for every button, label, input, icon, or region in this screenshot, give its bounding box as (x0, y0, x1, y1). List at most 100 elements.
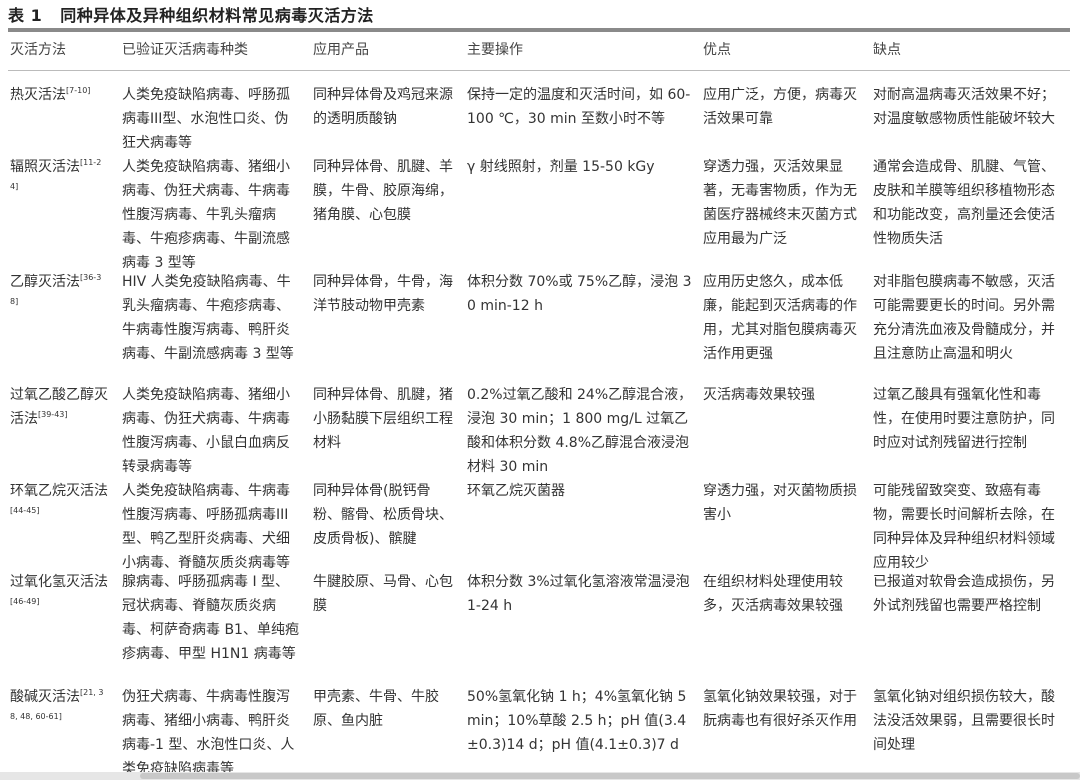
header-rule (8, 70, 1070, 71)
cell-products: 同种异体骨，牛骨，海洋节肢动物甲壳素 (313, 270, 458, 318)
pros-text: 应用历史悠久，成本低廉，能起到灭活病毒的作用，尤其对脂包膜病毒灭活作用更强 (703, 274, 857, 362)
pros-text: 氢氧化钠效果较强，对于朊病毒也有很好杀灭作用 (703, 689, 857, 729)
cell-operation: 0.2%过氧乙酸和 24%乙醇混合液，浸泡 30 min；1 800 mg/L … (467, 383, 693, 479)
viruses-text: 人类免疫缺陷病毒、牛病毒性腹泻病毒、呼肠孤病毒III型、鸭乙型肝炎病毒、犬细小病… (122, 483, 290, 571)
cell-pros: 穿透力强，对灭菌物质损害小 (703, 479, 859, 527)
reference-citation: [39-43] (38, 410, 68, 419)
cons-text: 过氧乙酸具有强氧化性和毒性，在使用时要注意防护，同时应对试剂残留进行控制 (873, 387, 1055, 451)
cell-operation: 体积分数 3%过氧化氢溶液常温浸泡 1-24 h (467, 570, 693, 618)
cell-operation: 保持一定的温度和灭活时间，如 60-100 ℃，30 min 至数小时不等 (467, 83, 693, 131)
reference-citation: [46-49] (10, 597, 40, 606)
cell-method: 酸碱灭活法[21, 38, 48, 60-61] (10, 685, 108, 733)
cell-viruses: 人类免疫缺陷病毒、牛病毒性腹泻病毒、呼肠孤病毒III型、鸭乙型肝炎病毒、犬细小病… (122, 479, 302, 575)
reference-citation: [21, 38, 48, 60-61] (10, 688, 104, 721)
operation-text: 0.2%过氧乙酸和 24%乙醇混合液，浸泡 30 min；1 800 mg/L … (467, 387, 693, 475)
viruses-text: 人类免疫缺陷病毒、猪细小病毒、伪狂犬病毒、牛病毒性腹泻病毒、小鼠白血病反转录病毒… (122, 387, 290, 475)
method-text: 酸碱灭活法 (10, 689, 80, 705)
cell-method: 环氧乙烷灭活法 [44-45] (10, 479, 108, 527)
products-text: 同种异体骨及鸡冠来源的透明质酸钠 (313, 87, 453, 127)
cell-viruses: HIV 人类免疫缺陷病毒、牛乳头瘤病毒、牛疱疹病毒、牛病毒性腹泻病毒、鸭肝炎病毒… (122, 270, 302, 366)
pros-text: 穿透力强，对灭菌物质损害小 (703, 483, 857, 523)
cell-pros: 应用广泛，方便，病毒灭活效果可靠 (703, 83, 859, 131)
cell-method: 过氧化氢灭活法 [46-49] (10, 570, 108, 618)
method-text: 热灭活法 (10, 87, 66, 103)
pros-text: 在组织材料处理使用较多，灭活病毒效果较强 (703, 574, 843, 614)
header-method: 灭活方法 (10, 42, 66, 58)
cell-operation: 环氧乙烷灭菌器 (467, 479, 693, 503)
cell-method: 热灭活法[7-10] (10, 83, 108, 107)
cell-cons: 通常会造成骨、肌腱、气管、皮肤和羊膜等组织移植物形态和功能改变，高剂量还会使活性… (873, 155, 1068, 251)
operation-text: 保持一定的温度和灭活时间，如 60-100 ℃，30 min 至数小时不等 (467, 87, 691, 127)
cell-products: 同种异体骨及鸡冠来源的透明质酸钠 (313, 83, 458, 131)
cell-products: 同种异体骨(脱钙骨粉、髂骨、松质骨块、皮质骨板)、髌腱 (313, 479, 458, 551)
pros-text: 应用广泛，方便，病毒灭活效果可靠 (703, 87, 857, 127)
reference-citation: [36-38] (10, 273, 102, 306)
products-text: 牛腱胶原、马骨、心包膜 (313, 574, 453, 614)
cell-operation: 50%氢氧化钠 1 h；4%氢氧化钠 5 min；10%草酸 2.5 h；pH … (467, 685, 693, 757)
cell-cons: 对耐高温病毒灭活效果不好；对温度敏感物质性能破坏较大 (873, 83, 1068, 131)
method-text: 过氧乙酸乙醇灭活法 (10, 387, 108, 427)
cell-operation: 体积分数 70%或 75%乙醇，浸泡 30 min-12 h (467, 270, 693, 318)
cell-method: 辐照灭活法[11-24] (10, 155, 108, 203)
cell-viruses: 人类免疫缺陷病毒、猪细小病毒、伪狂犬病毒、牛病毒性腹泻病毒、小鼠白血病反转录病毒… (122, 383, 302, 479)
cell-method: 乙醇灭活法[36-38] (10, 270, 108, 318)
operation-text: γ 射线照射，剂量 15-50 kGy (467, 159, 655, 175)
products-text: 同种异体骨、肌腱、羊膜，牛骨、胶原海绵，猪角膜、心包膜 (313, 159, 453, 223)
cell-viruses: 人类免疫缺陷病毒、猪细小病毒、伪狂犬病毒、牛病毒性腹泻病毒、牛乳头瘤病毒、牛疱疹… (122, 155, 302, 275)
reference-citation: [11-24] (10, 158, 102, 191)
method-text: 环氧乙烷灭活法 (10, 483, 108, 499)
header-operation: 主要操作 (467, 42, 523, 58)
cell-viruses: 伪狂犬病毒、牛病毒性腹泻病毒、猪细小病毒、鸭肝炎病毒-1 型、水泡性口炎、人类免… (122, 685, 302, 781)
operation-text: 体积分数 70%或 75%乙醇，浸泡 30 min-12 h (467, 274, 692, 314)
method-text: 乙醇灭活法 (10, 274, 80, 290)
cons-text: 对非脂包膜病毒不敏感，灭活可能需要更长的时间。另外需充分清洗血液及骨髓成分，并且… (873, 274, 1055, 362)
cons-text: 对耐高温病毒灭活效果不好；对温度敏感物质性能破坏较大 (873, 87, 1055, 127)
cons-text: 可能残留致突变、致癌有毒物，需要长时间解析去除，在同种异体及异种组织材料领域应用… (873, 483, 1055, 571)
products-text: 甲壳素、牛骨、牛胶原、鱼内脏 (313, 689, 439, 729)
cell-products: 同种异体骨、肌腱、羊膜，牛骨、胶原海绵，猪角膜、心包膜 (313, 155, 458, 227)
operation-text: 体积分数 3%过氧化氢溶液常温浸泡 1-24 h (467, 574, 690, 614)
header-pros: 优点 (703, 42, 731, 58)
cell-pros: 穿透力强，灭活效果显著，无毒害物质，作为无菌医疗器械终末灭菌方式应用最为广泛 (703, 155, 859, 251)
header-cons: 缺点 (873, 42, 901, 58)
cell-cons: 过氧乙酸具有强氧化性和毒性，在使用时要注意防护，同时应对试剂残留进行控制 (873, 383, 1068, 455)
table-title: 表 1 同种异体及异种组织材料常见病毒灭活方法 (8, 2, 374, 26)
viruses-text: 腺病毒、呼肠孤病毒 I 型、冠状病毒、脊髓灰质炎病毒、柯萨奇病毒 B1、单纯疱疹… (122, 574, 299, 662)
cell-viruses: 腺病毒、呼肠孤病毒 I 型、冠状病毒、脊髓灰质炎病毒、柯萨奇病毒 B1、单纯疱疹… (122, 570, 302, 666)
cons-text: 已报道对软骨会造成损伤，另外试剂残留也需要严格控制 (873, 574, 1055, 614)
table-caption: 同种异体及异种组织材料常见病毒灭活方法 (60, 6, 374, 25)
cell-cons: 对非脂包膜病毒不敏感，灭活可能需要更长的时间。另外需充分清洗血液及骨髓成分，并且… (873, 270, 1068, 366)
method-text: 过氧化氢灭活法 (10, 574, 108, 590)
viruses-text: 人类免疫缺陷病毒、猪细小病毒、伪狂犬病毒、牛病毒性腹泻病毒、牛乳头瘤病毒、牛疱疹… (122, 159, 290, 271)
scrollbar-thumb[interactable] (140, 773, 1080, 779)
products-text: 同种异体骨(脱钙骨粉、髂骨、松质骨块、皮质骨板)、髌腱 (313, 483, 453, 547)
cell-products: 甲壳素、牛骨、牛胶原、鱼内脏 (313, 685, 458, 733)
pros-text: 穿透力强，灭活效果显著，无毒害物质，作为无菌医疗器械终末灭菌方式应用最为广泛 (703, 159, 857, 247)
cell-products: 牛腱胶原、马骨、心包膜 (313, 570, 458, 618)
cell-method: 过氧乙酸乙醇灭活法[39-43] (10, 383, 108, 431)
reference-citation: [44-45] (10, 506, 40, 515)
cell-pros: 应用历史悠久，成本低廉，能起到灭活病毒的作用，尤其对脂包膜病毒灭活作用更强 (703, 270, 859, 366)
cell-cons: 已报道对软骨会造成损伤，另外试剂残留也需要严格控制 (873, 570, 1068, 618)
cell-operation: γ 射线照射，剂量 15-50 kGy (467, 155, 693, 179)
top-rule (8, 28, 1070, 32)
products-text: 同种异体骨，牛骨，海洋节肢动物甲壳素 (313, 274, 453, 314)
viruses-text: HIV 人类免疫缺陷病毒、牛乳头瘤病毒、牛疱疹病毒、牛病毒性腹泻病毒、鸭肝炎病毒… (122, 274, 294, 362)
cell-pros: 氢氧化钠效果较强，对于朊病毒也有很好杀灭作用 (703, 685, 859, 733)
reference-citation: [7-10] (66, 86, 91, 95)
operation-text: 50%氢氧化钠 1 h；4%氢氧化钠 5 min；10%草酸 2.5 h；pH … (467, 689, 687, 753)
pros-text: 灭活病毒效果较强 (703, 387, 815, 403)
method-text: 辐照灭活法 (10, 159, 80, 175)
table-label: 表 1 (8, 6, 43, 25)
viruses-text: 人类免疫缺陷病毒、呼肠孤病毒III型、水泡性口炎、伪狂犬病毒等 (122, 87, 290, 151)
header-viruses: 已验证灭活病毒种类 (122, 42, 248, 58)
cell-cons: 可能残留致突变、致癌有毒物，需要长时间解析去除，在同种异体及异种组织材料领域应用… (873, 479, 1068, 575)
header-products: 应用产品 (313, 42, 369, 58)
cell-pros: 在组织材料处理使用较多，灭活病毒效果较强 (703, 570, 859, 618)
viruses-text: 伪狂犬病毒、牛病毒性腹泻病毒、猪细小病毒、鸭肝炎病毒-1 型、水泡性口炎、人类免… (122, 689, 295, 777)
cons-text: 氢氧化钠对组织损伤较大，酸法没活效果弱，且需要很长时间处理 (873, 689, 1055, 753)
horizontal-scrollbar[interactable] (0, 772, 1080, 780)
cons-text: 通常会造成骨、肌腱、气管、皮肤和羊膜等组织移植物形态和功能改变，高剂量还会使活性… (873, 159, 1055, 247)
cell-cons: 氢氧化钠对组织损伤较大，酸法没活效果弱，且需要很长时间处理 (873, 685, 1068, 757)
cell-products: 同种异体骨、肌腱，猪小肠黏膜下层组织工程材料 (313, 383, 458, 455)
